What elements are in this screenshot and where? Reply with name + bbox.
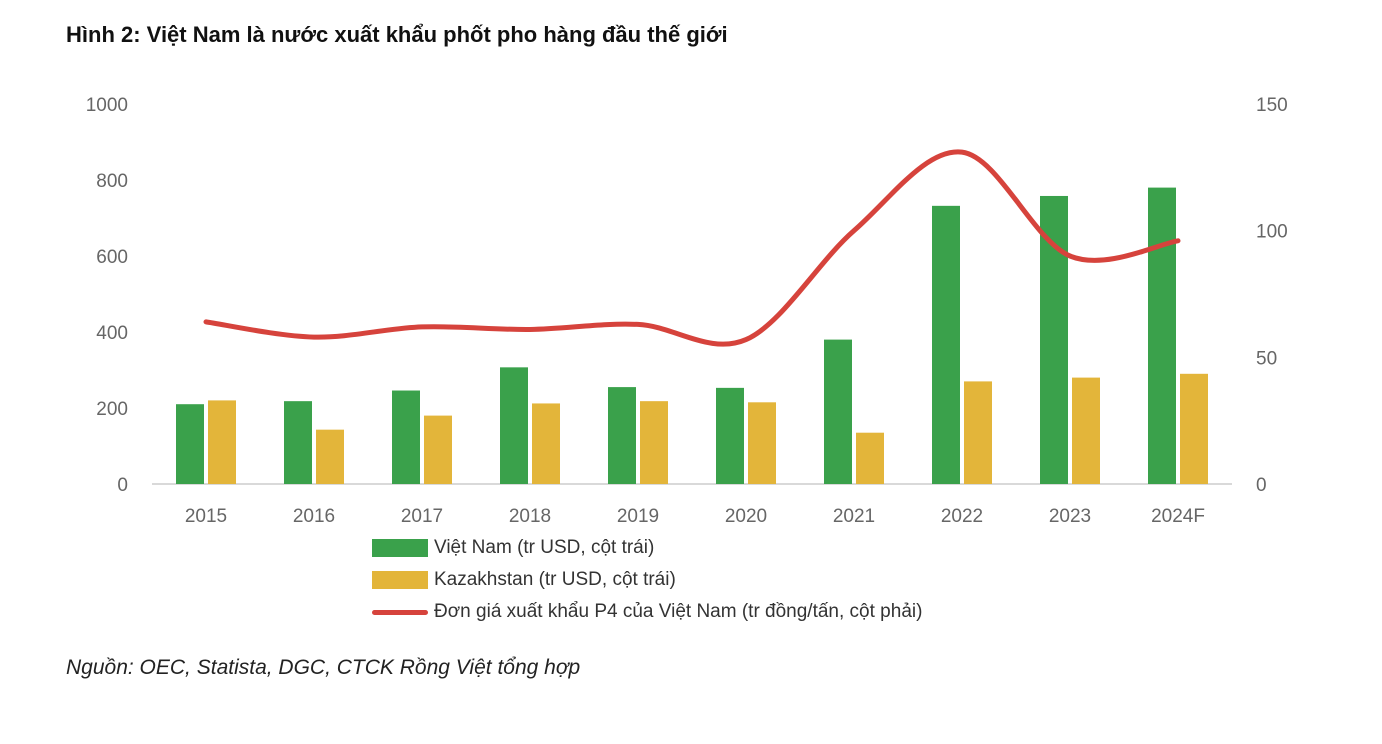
chart-bars bbox=[176, 187, 1208, 484]
y-left-tick-label: 200 bbox=[96, 399, 128, 420]
bar-vietnam-2018 bbox=[500, 367, 528, 484]
legend-swatch-vietnam bbox=[372, 539, 428, 557]
bar-vietnam-2016 bbox=[284, 401, 312, 484]
legend-label-kazakhstan: Kazakhstan (tr USD, cột trái) bbox=[434, 569, 676, 590]
y-right-tick-label: 100 bbox=[1256, 222, 1288, 243]
y-right-tick-label: 50 bbox=[1256, 348, 1277, 369]
x-tick-label: 2016 bbox=[293, 506, 335, 527]
x-tick-label: 2021 bbox=[833, 506, 875, 527]
line-price-series bbox=[203, 149, 1181, 347]
bar-vietnam-2023 bbox=[1040, 195, 1068, 484]
bar-vietnam-2017 bbox=[392, 390, 420, 484]
bar-vietnam-2022 bbox=[932, 205, 960, 484]
y-left-tick-label: 800 bbox=[96, 171, 128, 192]
chart-line bbox=[203, 149, 1181, 347]
bar-kazakhstan-2022 bbox=[964, 381, 992, 484]
y-left-tick-label: 1000 bbox=[86, 95, 128, 116]
bar-kazakhstan-2015 bbox=[208, 400, 236, 484]
y-right-tick-label: 0 bbox=[1256, 475, 1267, 496]
bar-kazakhstan-2018 bbox=[532, 403, 560, 484]
bar-kazakhstan-2019 bbox=[640, 401, 668, 484]
chart-title: Hình 2: Việt Nam là nước xuất khẩu phốt … bbox=[66, 22, 728, 47]
x-tick-label: 2017 bbox=[401, 506, 443, 527]
bar-kazakhstan-2021 bbox=[856, 432, 884, 484]
x-tick-label: 2015 bbox=[185, 506, 227, 527]
x-tick-label: 2020 bbox=[725, 506, 767, 527]
bar-kazakhstan-2024F bbox=[1180, 373, 1208, 484]
bar-vietnam-2020 bbox=[716, 387, 744, 484]
chart-ticks: 0 200 400 600 800 1000 0 50 100 150 2015 2016 2017 20… bbox=[86, 95, 1288, 527]
legend-item-price: Đơn giá xuất khẩu P4 của Việt Nam (tr đồ… bbox=[372, 596, 922, 628]
x-tick-label: 2024F bbox=[1151, 506, 1205, 527]
y-left-tick-label: 400 bbox=[96, 323, 128, 344]
x-tick-label: 2023 bbox=[1049, 506, 1091, 527]
legend: Việt Nam (tr USD, cột trái) Kazakhstan (… bbox=[372, 532, 922, 628]
x-tick-label: 2018 bbox=[509, 506, 551, 527]
legend-swatch-kazakhstan bbox=[372, 571, 428, 589]
source-note: Nguồn: OEC, Statista, DGC, CTCK Rồng Việ… bbox=[66, 656, 581, 679]
legend-label-vietnam: Việt Nam (tr USD, cột trái) bbox=[434, 537, 655, 558]
y-left-tick-label: 0 bbox=[117, 475, 128, 496]
legend-swatch-price bbox=[372, 609, 428, 615]
y-right-tick-label: 150 bbox=[1256, 95, 1288, 116]
x-tick-label: 2022 bbox=[941, 506, 983, 527]
bar-kazakhstan-2020 bbox=[748, 402, 776, 484]
bar-vietnam-2019 bbox=[608, 387, 636, 484]
bar-kazakhstan-2016 bbox=[316, 429, 344, 484]
y-left-tick-label: 600 bbox=[96, 247, 128, 268]
legend-item-vietnam: Việt Nam (tr USD, cột trái) bbox=[372, 532, 922, 564]
bar-vietnam-2015 bbox=[176, 404, 204, 484]
legend-label-price: Đơn giá xuất khẩu P4 của Việt Nam (tr đồ… bbox=[434, 601, 923, 622]
legend-item-kazakhstan: Kazakhstan (tr USD, cột trái) bbox=[372, 564, 922, 596]
bar-kazakhstan-2017 bbox=[424, 415, 452, 484]
bar-vietnam-2021 bbox=[824, 339, 852, 484]
x-tick-label: 2019 bbox=[617, 506, 659, 527]
bar-vietnam-2024F bbox=[1148, 187, 1176, 484]
bar-kazakhstan-2023 bbox=[1072, 377, 1100, 484]
